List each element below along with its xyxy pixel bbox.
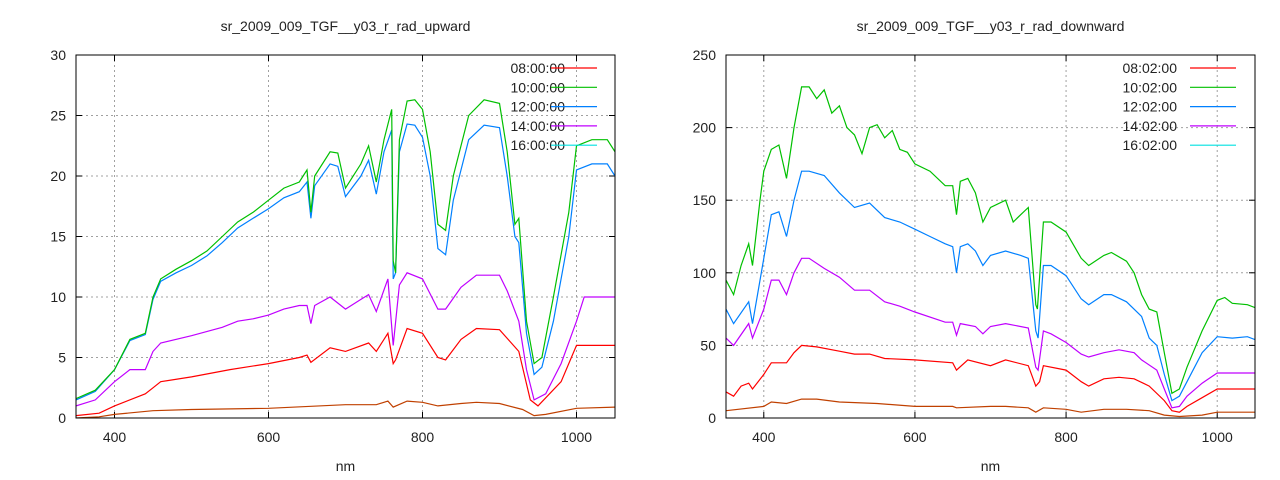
x-tick-label: 800 [411,429,435,445]
x-axis-label: nm [981,458,1000,474]
y-tick-label: 20 [50,168,66,184]
series-line-08-02-00 [726,344,1255,413]
x-axis-label: nm [336,458,355,474]
y-tick-label: 0 [708,410,716,426]
plot-frame [725,54,1256,419]
x-tick-label: 1000 [1202,429,1233,445]
y-tick-label: 50 [700,337,716,353]
legend-label: 14:00:00 [511,118,566,134]
y-tick-label: 10 [50,289,66,305]
legend-label: 10:00:00 [511,79,566,95]
x-tick-label: 600 [903,429,927,445]
x-tick-label: 800 [1054,429,1078,445]
series-line-12-02-00 [726,170,1255,402]
series-line-14-02-00 [726,257,1255,409]
legend-label: 12:00:00 [511,99,566,115]
legend-label: 16:00:00 [511,137,566,153]
legend-label: 16:02:00 [1123,137,1178,153]
series-line-08-00-00 [76,327,615,417]
series-line-10-02-00 [726,86,1255,395]
y-tick-label: 100 [693,265,717,281]
legend-label: 08:00:00 [511,60,566,76]
series-line-12-00-00 [76,123,615,401]
y-tick-label: 15 [50,229,66,245]
legend-label: 14:02:00 [1123,118,1178,134]
series-line-10-00-00 [76,99,615,400]
y-tick-label: 150 [693,192,717,208]
legend-label: 12:02:00 [1123,99,1178,115]
chart-title: sr_2009_009_TGF__y03_r_rad_upward [221,18,471,34]
plot-frame [75,54,616,419]
x-tick-label: 400 [752,429,776,445]
x-tick-label: 400 [103,429,127,445]
y-tick-label: 25 [50,108,66,124]
x-tick-label: 1000 [561,429,592,445]
series-line-16-00-00 [76,400,615,418]
legend-label: 08:02:00 [1123,60,1178,76]
series-line-16-02-00 [726,398,1255,418]
y-tick-label: 200 [693,120,717,136]
chart-title: sr_2009_009_TGF__y03_r_rad_downward [857,18,1125,34]
legend-label: 10:02:00 [1123,79,1178,95]
series-line-14-00-00 [76,272,615,407]
y-tick-label: 5 [58,350,66,366]
x-tick-label: 600 [257,429,281,445]
y-tick-label: 250 [693,47,717,63]
y-tick-label: 0 [58,410,66,426]
y-tick-label: 30 [50,47,66,63]
